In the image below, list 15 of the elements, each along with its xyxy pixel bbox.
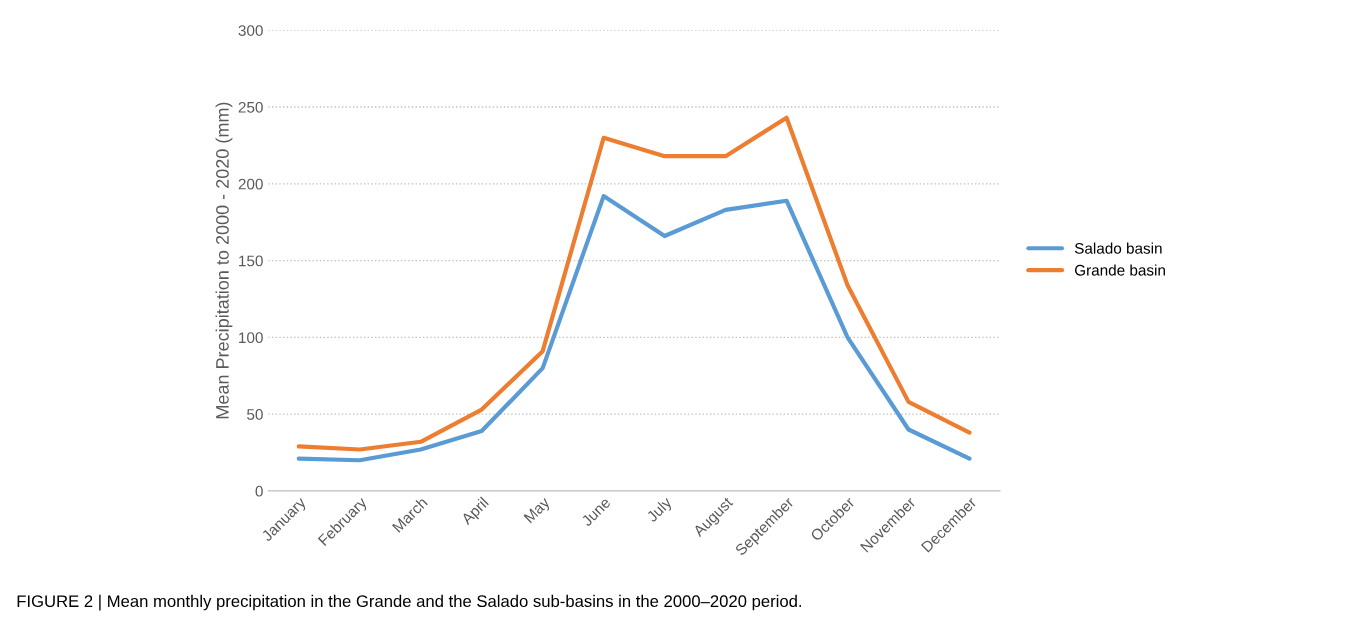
legend-label: Salado basin: [1074, 242, 1162, 254]
x-tick-label: May: [523, 496, 553, 526]
line-series: [296, 194, 972, 463]
y-tick-label: 50: [247, 409, 263, 420]
y-tick-label: 150: [239, 255, 263, 267]
y-tick-label: 100: [239, 332, 263, 344]
y-tick-label: 250: [238, 101, 263, 113]
y-tick-label: 200: [238, 178, 263, 190]
y-tick-label: 300: [238, 25, 263, 36]
y-axis-title: Mean Precipitation to 2000 - 2020 (mm): [215, 102, 233, 419]
x-tick-label: July: [645, 495, 675, 525]
legend-label: Grande basin: [1074, 264, 1165, 276]
line-series: [296, 115, 972, 452]
caption: FIGURE 2 | Mean monthly precipitation in the Grande and the Salado sub-basins in the 2000–2020 period.: [17, 594, 802, 611]
y-tick-label: 0: [255, 485, 263, 497]
